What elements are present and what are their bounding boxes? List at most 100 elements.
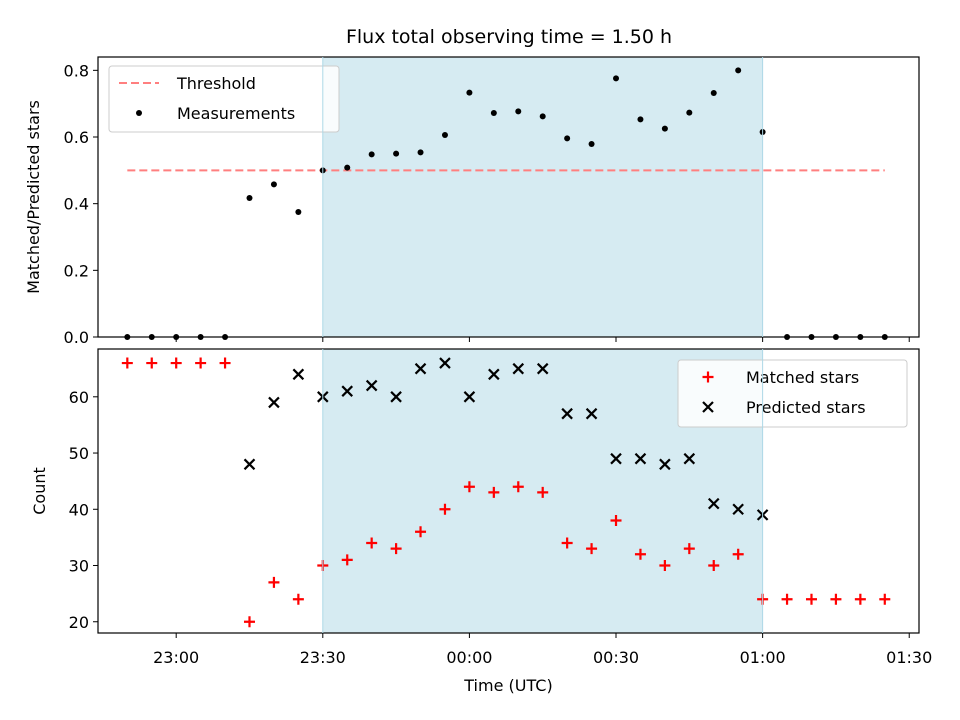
ratio-panel: 0.00.20.40.60.8 Matched/Predicted stars … xyxy=(24,56,920,347)
predicted-star-point xyxy=(463,391,476,403)
matched-star-point xyxy=(439,503,451,515)
matched-star-point xyxy=(390,543,402,555)
matched-star-point xyxy=(146,357,158,369)
y-tick-label: 0.0 xyxy=(64,328,89,347)
predicted-star-point xyxy=(268,396,280,409)
chart-title: Flux total observing time = 1.50 h xyxy=(346,26,672,48)
ratio-y-axis-label: Matched/Predicted stars xyxy=(24,100,43,294)
ratio-series-layer xyxy=(124,67,888,340)
count-axes-frame xyxy=(97,348,920,634)
predicted-star-point xyxy=(585,407,598,420)
legend-label: Threshold xyxy=(176,74,256,93)
x-tick-label: 23:30 xyxy=(300,648,346,667)
matched-star-point xyxy=(659,560,671,572)
measurement-point xyxy=(368,151,375,158)
predicted-star-point xyxy=(732,503,744,516)
y-tick-label: 30 xyxy=(69,557,89,576)
ratio-axes-frame xyxy=(97,56,920,338)
y-tick-label: 0.4 xyxy=(64,195,89,214)
measurement-point xyxy=(490,110,497,116)
predicted-star-point xyxy=(536,362,549,375)
matched-star-point xyxy=(366,537,378,549)
measurement-point xyxy=(441,132,448,138)
measurement-point xyxy=(344,164,351,171)
predicted-star-point xyxy=(243,458,256,471)
matched-star-point xyxy=(219,357,231,369)
matched-star-point xyxy=(537,486,549,498)
legend-marker xyxy=(136,110,142,116)
legend-marker xyxy=(702,401,714,413)
measurement-point xyxy=(515,108,522,115)
matched-star-point xyxy=(268,576,280,588)
measurement-point xyxy=(417,149,424,156)
legend-box xyxy=(677,359,908,428)
legend-label: Matched stars xyxy=(746,368,859,387)
matched-star-point xyxy=(781,593,793,605)
matched-star-point xyxy=(170,357,182,369)
y-tick-label: 60 xyxy=(69,388,89,407)
matched-star-point xyxy=(341,554,353,566)
measurement-point xyxy=(246,195,253,201)
count-x-ticks: 23:00 23:30 00:00 00:30 01:00 01:30 xyxy=(153,633,932,667)
measurement-point xyxy=(637,116,644,123)
measurement-point xyxy=(539,113,546,120)
matched-star-point xyxy=(610,515,622,527)
measurement-point xyxy=(613,75,620,82)
y-tick-label: 0.6 xyxy=(64,128,89,147)
legend-box xyxy=(108,65,340,133)
count-panel: 20 30 40 50 60 23:00 23:30 00:00 00:30 01:00 01:3… xyxy=(30,348,932,695)
matched-star-point xyxy=(415,526,427,538)
x-tick-label: 23:00 xyxy=(153,648,199,667)
measurement-point xyxy=(393,150,400,157)
predicted-star-point xyxy=(341,385,354,397)
predicted-star-point xyxy=(683,452,696,465)
matched-star-point xyxy=(586,543,598,555)
ratio-x-ticks xyxy=(175,337,910,342)
matched-star-point xyxy=(805,593,817,605)
y-tick-label: 50 xyxy=(69,444,89,463)
predicted-star-point xyxy=(634,452,647,465)
predicted-star-point xyxy=(439,357,451,369)
count-series-layer xyxy=(121,357,891,628)
measurement-point xyxy=(295,209,302,215)
x-tick-label: 00:30 xyxy=(593,648,639,667)
matched-star-point xyxy=(854,593,866,605)
predicted-star-point xyxy=(390,391,402,403)
count-y-axis-label: Count xyxy=(30,467,49,515)
ratio-legend: Threshold Measurements xyxy=(108,65,340,133)
measurement-point xyxy=(710,90,717,96)
observing-window-shade xyxy=(322,57,763,337)
matched-star-point xyxy=(243,616,255,628)
measurement-point xyxy=(270,181,277,188)
matched-star-point xyxy=(463,481,475,493)
predicted-star-point xyxy=(561,407,573,420)
y-tick-label: 40 xyxy=(69,500,89,519)
measurement-point xyxy=(564,135,571,142)
matched-star-point xyxy=(512,481,524,493)
legend-marker xyxy=(702,371,714,383)
x-axis-label: Time (UTC) xyxy=(463,676,552,695)
matched-star-point xyxy=(732,548,744,560)
legend-label: Predicted stars xyxy=(746,398,866,417)
measurement-point xyxy=(735,67,742,74)
matched-star-point xyxy=(488,486,500,498)
matched-star-point xyxy=(634,548,646,560)
predicted-star-point xyxy=(512,362,525,375)
predicted-star-point xyxy=(610,452,622,465)
y-tick-label: 0.2 xyxy=(64,261,89,280)
y-tick-label: 0.8 xyxy=(64,61,89,80)
measurement-point xyxy=(588,141,595,147)
measurement-point xyxy=(686,109,693,116)
matched-star-point xyxy=(879,593,891,605)
predicted-star-point xyxy=(659,458,671,471)
measurement-point xyxy=(661,125,668,132)
x-tick-label: 01:00 xyxy=(740,648,786,667)
predicted-star-point xyxy=(414,362,427,375)
x-tick-label: 01:30 xyxy=(886,648,932,667)
matched-star-point xyxy=(195,357,207,369)
matched-star-point xyxy=(830,593,842,605)
measurement-point xyxy=(466,89,473,96)
matched-star-point xyxy=(683,543,695,555)
predicted-star-point xyxy=(707,497,720,510)
